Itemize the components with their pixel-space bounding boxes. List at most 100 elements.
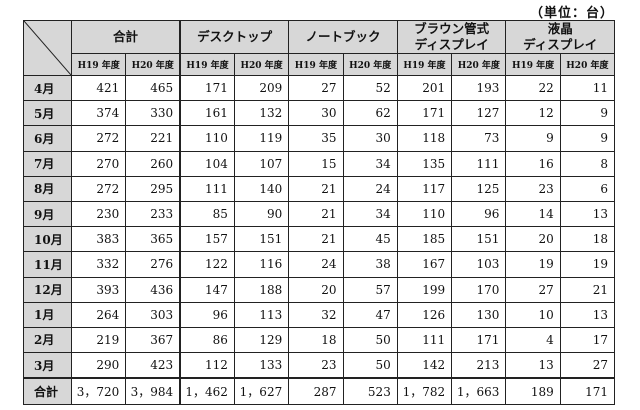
value-cell: 13 [559,200,616,228]
value-cell: 230 [70,200,127,228]
value-cell: 9 [559,100,616,127]
value-cell: 171 [559,377,616,406]
value-cell: 303 [125,301,181,328]
value-cell: 110 [179,125,235,152]
value-cell: 374 [70,100,127,127]
value-cell: 107 [233,150,290,177]
value-cell: 21 [288,175,344,202]
value-cell: 10 [505,301,561,328]
value-cell: 47 [342,301,398,328]
month-label: 2月 [23,326,72,354]
value-cell: 32 [288,301,344,328]
month-label: 12月 [23,276,72,303]
value-cell: 130 [451,301,507,328]
value-cell: 171 [396,100,453,127]
total-label: 合計 [23,377,72,406]
value-cell: 13 [559,301,616,328]
month-label: 6月 [23,125,72,152]
value-cell: 30 [288,100,344,127]
table-row: 10月 383 365 157 151 21 45 185 151 20 18 [23,226,616,253]
value-cell: 8 [559,150,616,177]
value-cell: 151 [233,226,290,253]
value-cell: 11 [559,74,616,102]
value-cell: 62 [342,100,398,127]
shipment-table: 合計 デスクトップ ノートブック ブラウン管式 ディスプレイ 液晶 ディスプレイ H… [23,20,616,406]
table-row: 9月 230 233 85 90 21 34 110 96 14 13 [23,200,616,228]
subheader-fiscal-year: H20 年度 [451,53,507,76]
value-cell: 50 [342,326,398,354]
value-cell: 221 [125,125,181,152]
month-label: 11月 [23,251,72,278]
value-cell: 112 [179,352,235,379]
value-cell: 23 [505,175,561,202]
value-cell: 21 [559,276,616,303]
value-cell: 111 [179,175,235,202]
value-cell: 365 [125,226,181,253]
value-cell: 96 [179,301,235,328]
value-cell: 85 [179,200,235,228]
table-row: 2月 219 367 86 129 18 50 111 171 4 17 [23,326,616,354]
value-cell: 171 [451,326,507,354]
header-total: 合計 [71,20,181,54]
value-cell: 233 [125,200,181,228]
value-cell: 219 [70,326,127,354]
subheader-fiscal-year: H20 年度 [559,53,616,76]
value-cell: 4 [505,326,561,354]
value-cell: 111 [396,326,453,354]
month-label: 4月 [23,74,72,102]
value-cell: 1，627 [233,377,290,406]
value-cell: 276 [125,251,181,278]
value-cell: 110 [396,200,453,228]
value-cell: 185 [396,226,453,253]
value-cell: 17 [559,326,616,354]
value-cell: 35 [288,125,344,152]
subheader-fiscal-year: H19 年度 [396,53,453,76]
value-cell: 27 [288,74,344,102]
value-cell: 19 [559,251,616,278]
month-label: 5月 [23,100,72,127]
value-cell: 104 [179,150,235,177]
value-cell: 523 [342,377,398,406]
value-cell: 287 [288,377,344,406]
value-cell: 9 [505,125,561,152]
value-cell: 73 [451,125,507,152]
value-cell: 140 [233,175,290,202]
header-notebook: ノートブック [288,20,398,54]
value-cell: 18 [288,326,344,354]
value-cell: 126 [396,301,453,328]
value-cell: 113 [233,301,290,328]
value-cell: 199 [396,276,453,303]
value-cell: 367 [125,326,181,354]
value-cell: 18 [559,226,616,253]
table-row: 8月 272 295 111 140 21 24 117 125 23 6 [23,175,616,202]
value-cell: 264 [70,301,127,328]
value-cell: 50 [342,352,398,379]
unit-label: （単位：台） [529,6,614,21]
month-label: 10月 [23,226,72,253]
table-row: 1月 264 303 96 113 32 47 126 130 10 13 [23,301,616,328]
value-cell: 270 [70,150,127,177]
value-cell: 189 [505,377,561,406]
value-cell: 129 [233,326,290,354]
value-cell: 24 [342,175,398,202]
value-cell: 332 [70,251,127,278]
month-label: 9月 [23,200,72,228]
value-cell: 34 [342,200,398,228]
value-cell: 170 [451,276,507,303]
value-cell: 52 [342,74,398,102]
value-cell: 133 [233,352,290,379]
value-cell: 20 [288,276,344,303]
value-cell: 1，782 [396,377,453,406]
value-cell: 24 [288,251,344,278]
value-cell: 147 [179,276,235,303]
month-label: 7月 [23,150,72,177]
table-row: 5月 374 330 161 132 30 62 171 127 12 9 [23,100,616,127]
corner-cell [23,20,72,76]
value-cell: 132 [233,100,290,127]
table-row: 11月 332 276 122 116 24 38 167 103 19 19 [23,251,616,278]
value-cell: 22 [505,74,561,102]
value-cell: 423 [125,352,181,379]
value-cell: 103 [451,251,507,278]
value-cell: 21 [288,226,344,253]
subheader-fiscal-year: H19 年度 [288,53,344,76]
